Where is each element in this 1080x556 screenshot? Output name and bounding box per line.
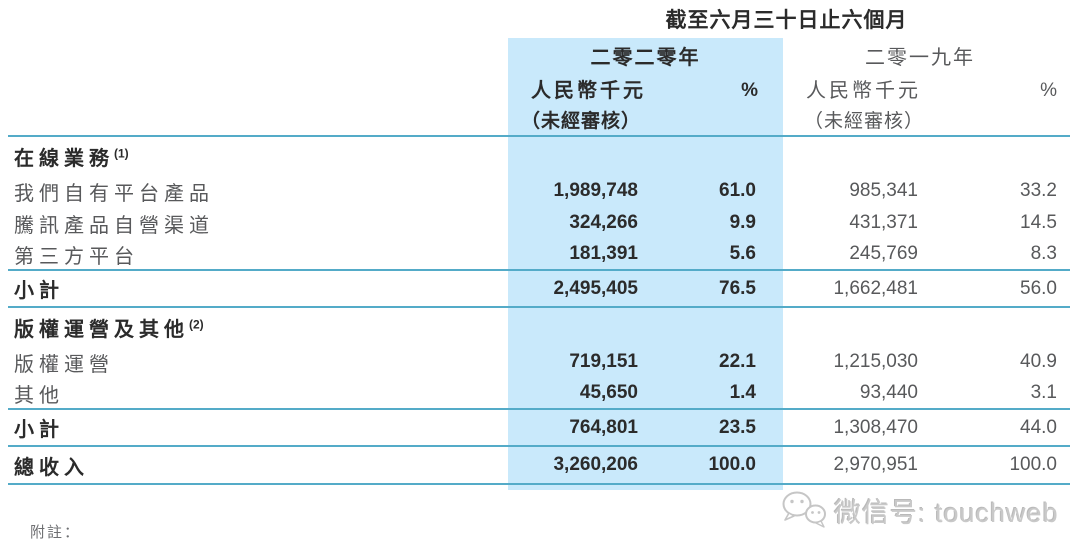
value-2020-rmb: 181,391 bbox=[569, 243, 638, 264]
period-title: 截至六月三十日止六個月 bbox=[665, 9, 908, 32]
table-row: 第三方平台 181,391 5.6 245,769 8.3 bbox=[8, 239, 1070, 271]
row-label: 第三方平台 bbox=[14, 245, 139, 268]
value-2020-rmb: 719,151 bbox=[569, 351, 638, 372]
value-2020-rmb: 1,989,748 bbox=[553, 180, 638, 201]
value-2019-rmb: 2,970,951 bbox=[833, 454, 918, 475]
row-label: 在線業務(1) bbox=[14, 145, 129, 170]
row-label: 小計 bbox=[14, 280, 64, 302]
highlight-2020-column bbox=[508, 38, 783, 490]
value-2019-pct: 3.1 bbox=[1030, 382, 1057, 403]
table-row: 我們自有平台產品 1,989,748 61.0 985,341 33.2 bbox=[8, 175, 1070, 207]
table-row: 騰訊產品自營渠道 324,266 9.9 431,371 14.5 bbox=[8, 207, 1070, 239]
col-2019-audited: （未經審核） bbox=[804, 111, 925, 132]
footnote-marker: (1) bbox=[114, 145, 129, 160]
col-2019-unit: 人民幣千元 bbox=[806, 80, 921, 102]
value-2020-pct: 5.6 bbox=[729, 243, 756, 264]
value-2019-pct: 40.9 bbox=[1020, 351, 1057, 372]
value-2019-rmb: 245,769 bbox=[849, 243, 918, 264]
col-2020-audited: （未經審核） bbox=[521, 111, 642, 132]
watermark: 微信号: touchweb bbox=[780, 487, 1059, 533]
row-label: 總收入 bbox=[14, 456, 89, 479]
value-2020-pct: 61.0 bbox=[719, 180, 756, 201]
notes-label: 附註： bbox=[30, 524, 82, 541]
value-2020-rmb: 45,650 bbox=[579, 382, 638, 403]
col-2020-year: 二零二零年 bbox=[590, 47, 701, 69]
col-2019-year: 二零一九年 bbox=[865, 47, 975, 69]
value-2019-pct: 44.0 bbox=[1020, 416, 1057, 438]
row-label: 小計 bbox=[14, 419, 64, 441]
value-2020-rmb: 2,495,405 bbox=[553, 277, 638, 299]
value-2019-rmb: 985,341 bbox=[849, 180, 918, 201]
col-2020-percent-header: % bbox=[741, 80, 758, 101]
row-label: 騰訊產品自營渠道 bbox=[14, 214, 214, 237]
value-2019-pct: 100.0 bbox=[1009, 454, 1057, 475]
table-row: 小計 764,801 23.5 1,308,470 44.0 bbox=[8, 410, 1070, 447]
value-2020-pct: 100.0 bbox=[708, 454, 756, 475]
value-2020-rmb: 3,260,206 bbox=[553, 454, 638, 475]
value-2020-pct: 1.4 bbox=[729, 382, 756, 403]
watermark-text: 微信号: touchweb bbox=[834, 497, 1059, 528]
value-2020-pct: 23.5 bbox=[719, 416, 756, 438]
value-2020-pct: 76.5 bbox=[719, 277, 756, 299]
value-2020-pct: 9.9 bbox=[729, 212, 756, 233]
value-2019-rmb: 93,440 bbox=[859, 382, 918, 403]
table-row: 小計 2,495,405 76.5 1,662,481 56.0 bbox=[8, 271, 1070, 308]
value-2019-rmb: 1,308,470 bbox=[833, 416, 918, 438]
value-2019-rmb: 1,662,481 bbox=[833, 277, 918, 299]
wechat-icon bbox=[782, 491, 826, 528]
col-2019-percent-header: % bbox=[1040, 80, 1057, 101]
table-row: 總收入 3,260,206 100.0 2,970,951 100.0 bbox=[8, 447, 1070, 485]
col-2020-unit: 人民幣千元 bbox=[531, 80, 646, 102]
table-row: 在線業務(1) bbox=[8, 137, 1070, 175]
value-2020-rmb: 764,801 bbox=[569, 416, 638, 438]
table-row: 版權運營及其他(2) bbox=[8, 308, 1070, 346]
value-2019-pct: 14.5 bbox=[1020, 212, 1057, 233]
value-2020-rmb: 324,266 bbox=[569, 212, 638, 233]
value-2019-rmb: 431,371 bbox=[849, 212, 918, 233]
revenue-table: 在線業務(1) 我們自有平台產品 1,989,748 61.0 985,341 33.2 騰… bbox=[8, 135, 1070, 485]
value-2019-pct: 8.3 bbox=[1030, 243, 1057, 264]
value-2020-pct: 22.1 bbox=[719, 351, 756, 372]
table-row: 其他 45,650 1.4 93,440 3.1 bbox=[8, 378, 1070, 410]
value-2019-pct: 56.0 bbox=[1020, 277, 1057, 299]
row-label: 我們自有平台產品 bbox=[14, 182, 214, 205]
table-row: 版權運營 719,151 22.1 1,215,030 40.9 bbox=[8, 346, 1070, 378]
footnote-marker: (2) bbox=[189, 316, 204, 331]
value-2019-pct: 33.2 bbox=[1020, 180, 1057, 201]
row-label: 其他 bbox=[14, 384, 64, 407]
row-label: 版權運營及其他(2) bbox=[14, 316, 204, 341]
value-2019-rmb: 1,215,030 bbox=[833, 351, 918, 372]
row-label: 版權運營 bbox=[14, 353, 114, 376]
